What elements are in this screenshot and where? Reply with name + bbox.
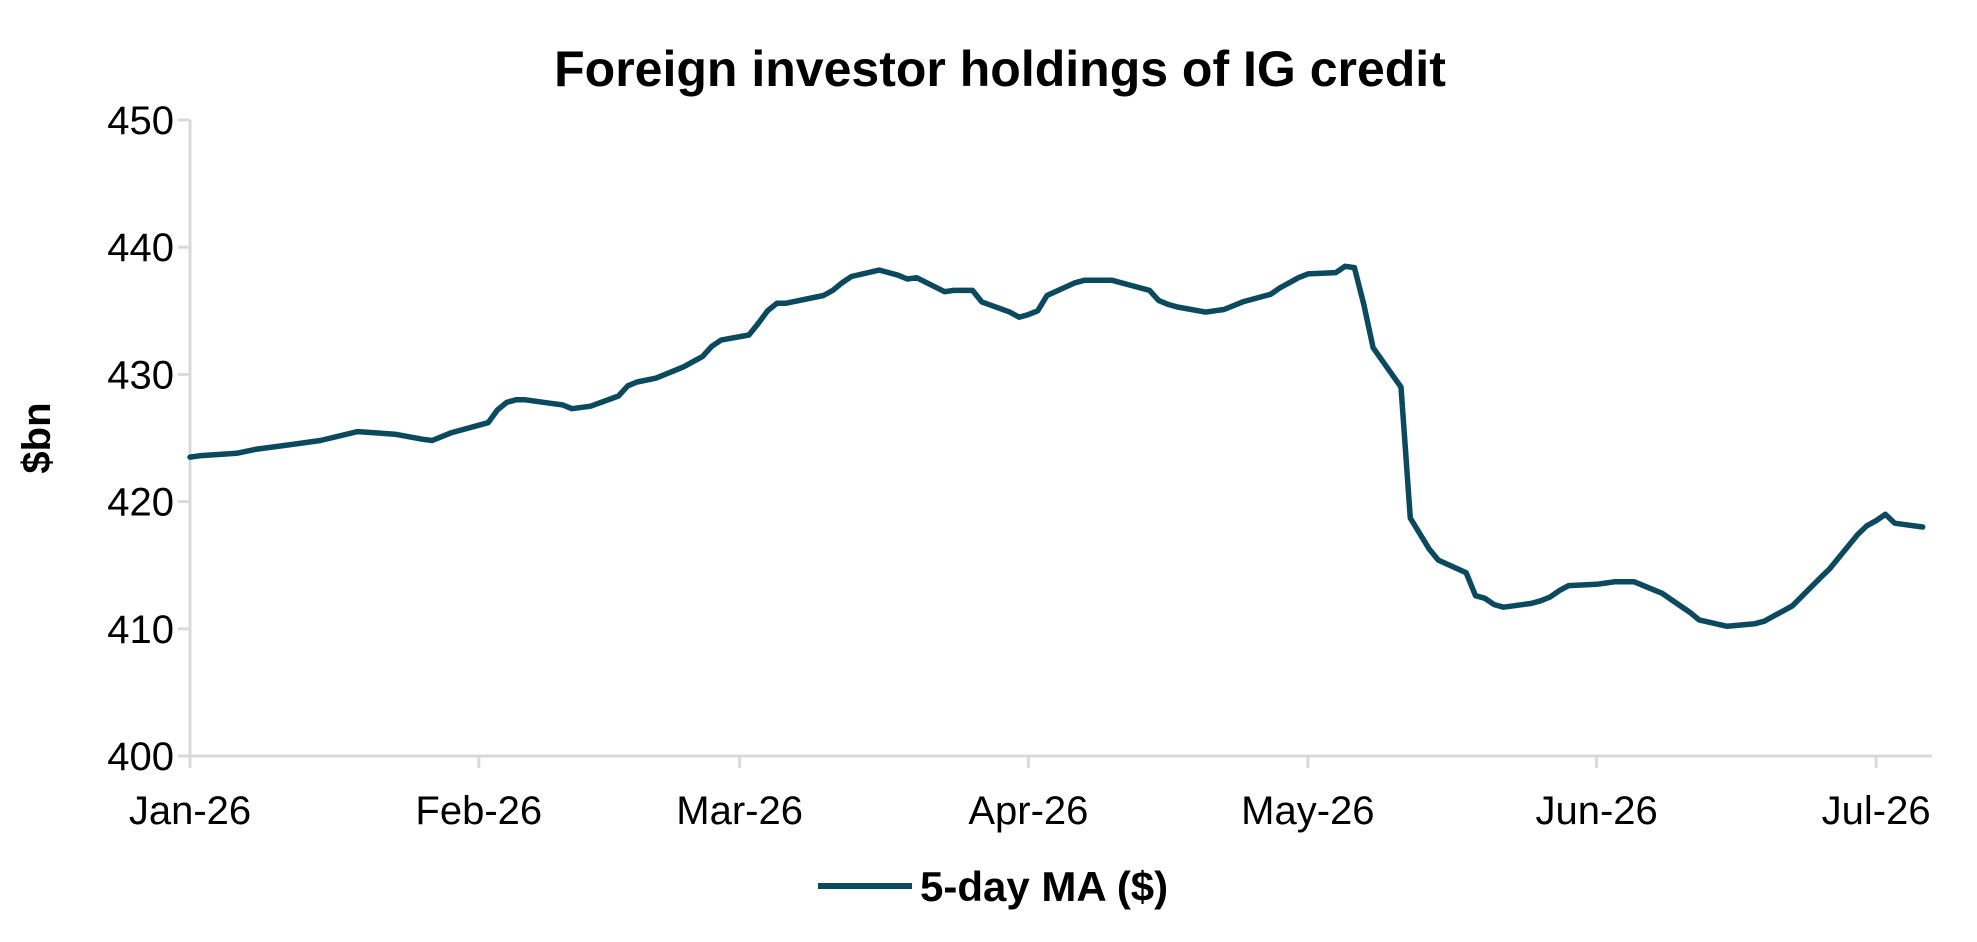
legend-label-5-day-ma: 5-day MA ($) xyxy=(920,863,1168,910)
y-tick-label: 440 xyxy=(107,226,174,270)
x-tick-label: Feb-26 xyxy=(415,789,542,833)
legend: 5-day MA ($) xyxy=(818,863,1168,910)
chart-title: Foreign investor holdings of IG credit xyxy=(554,41,1446,97)
x-tick-label: Jan-26 xyxy=(129,789,251,833)
y-tick-label: 400 xyxy=(107,735,174,779)
x-tick-label: May-26 xyxy=(1241,789,1374,833)
x-tick-label: Jul-26 xyxy=(1822,789,1931,833)
y-tick-label: 420 xyxy=(107,481,174,525)
y-tick-label: 410 xyxy=(107,608,174,652)
y-axis-ticks: 400 410 420 430 440 450 xyxy=(107,99,190,779)
x-tick-label: Jun-26 xyxy=(1535,789,1657,833)
y-tick-label: 430 xyxy=(107,353,174,397)
y-axis-label: $bn xyxy=(15,402,59,473)
series-line-5-day-ma xyxy=(187,263,1926,630)
x-tick-label: Apr-26 xyxy=(968,789,1088,833)
y-tick-label: 450 xyxy=(107,99,174,143)
x-axis-ticks: Jan-26 Feb-26 Mar-26 Apr-26 May-26 Jun-26 Jul-… xyxy=(129,756,1931,833)
x-tick-label: Mar-26 xyxy=(676,789,803,833)
